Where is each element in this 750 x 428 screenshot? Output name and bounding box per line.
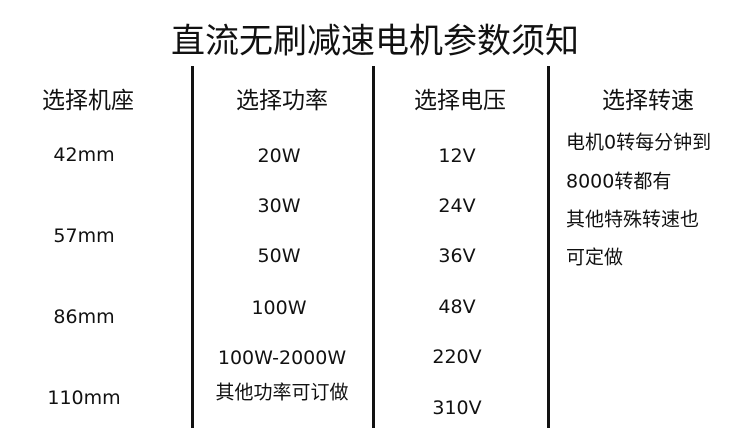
speed-note-line: 可定做 <box>566 246 624 269</box>
speed-note-line: 其他特殊转速也 <box>566 208 700 231</box>
voltage-item: 36V <box>438 245 476 267</box>
header-speed: 选择转速 <box>602 88 694 114</box>
power-item: 100W <box>251 297 307 319</box>
voltage-item: 24V <box>438 195 476 217</box>
power-item: 50W <box>257 245 301 267</box>
voltage-item: 310V <box>432 397 482 419</box>
power-item: 30W <box>257 195 301 217</box>
header-voltage: 选择电压 <box>414 88 506 114</box>
voltage-item: 48V <box>438 296 476 318</box>
header-power: 选择功率 <box>236 88 328 114</box>
column-divider <box>372 66 375 428</box>
voltage-item: 12V <box>438 145 476 167</box>
power-item: 20W <box>257 145 301 167</box>
voltage-item: 220V <box>432 346 482 368</box>
frame-size-item: 57mm <box>53 225 115 247</box>
frame-size-item: 42mm <box>53 144 115 166</box>
column-divider <box>547 66 550 428</box>
page-title: 直流无刷减速电机参数须知 <box>171 21 579 62</box>
speed-note-line: 8000转都有 <box>566 170 672 193</box>
power-item: 其他功率可订做 <box>215 381 349 404</box>
column-divider <box>191 66 194 428</box>
power-item: 100W-2000W <box>217 347 347 369</box>
header-frame-size: 选择机座 <box>42 88 134 114</box>
frame-size-item: 110mm <box>47 387 121 409</box>
frame-size-item: 86mm <box>53 306 115 328</box>
speed-note-line: 电机0转每分钟到 <box>566 131 712 154</box>
